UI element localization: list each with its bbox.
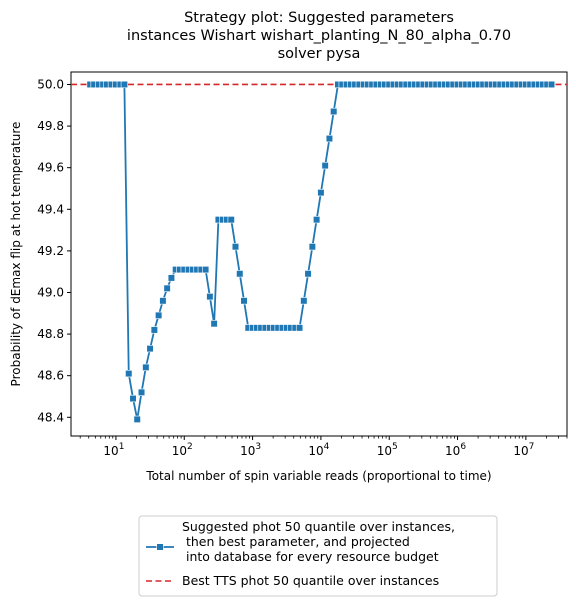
series-line (90, 83, 552, 421)
data-point (313, 216, 321, 224)
y-tick-label: 48.8 (37, 327, 64, 341)
data-point (120, 80, 128, 89)
chart-title-line: Strategy plot: Suggested parameters (184, 10, 454, 26)
chart-title-line: solver pysa (278, 46, 361, 62)
x-axis: 101 102 103 104 105 106 107 (79, 436, 568, 458)
x-axis-label: Total number of spin variable reads (pro… (145, 469, 491, 483)
chart-title-line: instances Wishart wishart_planting_N_80_… (127, 28, 511, 44)
data-point (167, 274, 176, 282)
data-point (321, 162, 329, 170)
data-point (330, 107, 338, 116)
data-point (159, 297, 167, 305)
data-point (155, 311, 163, 319)
data-point (308, 243, 316, 251)
plot-area (70, 71, 568, 437)
data-point (146, 345, 154, 353)
data-point (125, 369, 133, 378)
y-axis-label: Probability of dEmax flip at hot tempera… (9, 122, 23, 387)
data-point (304, 270, 312, 278)
data-point (150, 326, 158, 334)
y-tick-label: 50.0 (37, 77, 64, 91)
y-tick-label: 49.2 (37, 244, 64, 258)
y-tick-label: 48.4 (37, 410, 64, 424)
data-point (227, 216, 235, 224)
legend-series-label: Suggested phot 50 quantile over instance… (182, 519, 455, 564)
x-tick-label: 104 (308, 442, 329, 458)
x-tick-label: 102 (172, 442, 193, 458)
data-point (133, 415, 141, 423)
legend: Suggested phot 50 quantile over instance… (138, 515, 498, 597)
data-point (142, 363, 150, 371)
y-tick-label: 49.6 (37, 161, 64, 175)
y-tick-label: 49.8 (37, 119, 64, 133)
y-tick-label: 49.0 (37, 285, 64, 299)
legend-box (138, 515, 498, 597)
series-group (86, 80, 556, 423)
data-point (317, 189, 325, 197)
data-point (300, 297, 308, 305)
data-point (163, 284, 171, 292)
x-tick-label: 106 (445, 442, 466, 458)
chart-title: Strategy plot: Suggested parameters insta… (127, 10, 511, 62)
y-axis: 48.4 48.6 48.8 49.0 49.2 49.4 49.6 49.8 50.0 (37, 77, 71, 424)
x-tick-label: 105 (377, 442, 398, 458)
plot-frame (70, 71, 568, 437)
x-tick-label: 101 (103, 442, 124, 458)
legend-series-marker (156, 543, 164, 551)
data-point (231, 243, 240, 251)
data-point (129, 394, 137, 403)
data-point (236, 270, 244, 278)
data-point (240, 297, 248, 305)
data-point (206, 293, 214, 301)
x-tick-label: 103 (240, 442, 261, 458)
data-point (137, 388, 146, 396)
data-point (295, 324, 304, 332)
x-tick-label: 107 (513, 442, 534, 458)
y-tick-label: 49.4 (37, 202, 64, 216)
data-point (210, 320, 218, 328)
data-point (325, 134, 334, 143)
y-tick-label: 48.6 (37, 369, 64, 383)
data-point (202, 265, 210, 274)
data-point (547, 80, 556, 89)
legend-reference-label: Best TTS phot 50 quantile over instances (182, 573, 439, 588)
